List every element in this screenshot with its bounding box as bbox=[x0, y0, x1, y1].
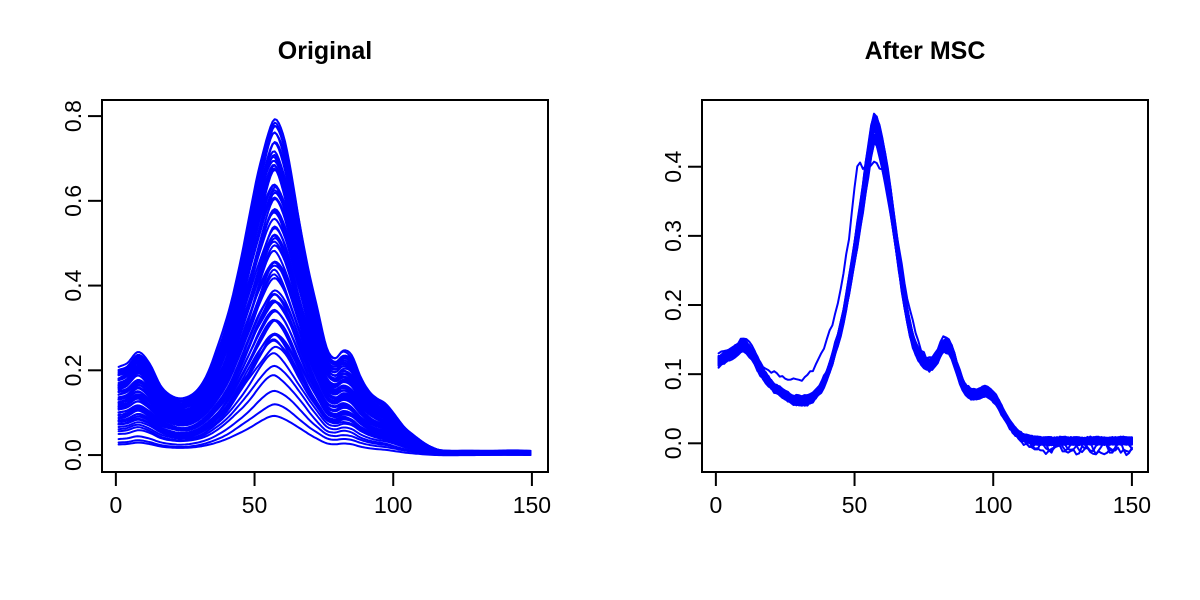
panel-after-msc: After MSC 0 50 100 150 0.0 0.1 0.2 0.3 0.4 bbox=[600, 0, 1200, 600]
y-tick-label: 0.8 bbox=[60, 100, 86, 132]
y-tick-label: 0.4 bbox=[660, 151, 686, 183]
spectra-curves bbox=[717, 112, 1133, 457]
spectrum-curve bbox=[717, 133, 1133, 446]
spectrum-curve bbox=[717, 140, 1133, 446]
x-tick-label: 0 bbox=[109, 492, 122, 518]
x-tick-label: 100 bbox=[374, 492, 412, 518]
after-msc-plot-canvas: 0 50 100 150 0.0 0.1 0.2 0.3 0.4 bbox=[660, 99, 1151, 518]
plot-frame bbox=[701, 99, 1149, 473]
y-tick-label: 0.2 bbox=[60, 354, 86, 386]
x-tick-label: 100 bbox=[974, 492, 1012, 518]
spectra-curves bbox=[117, 118, 532, 457]
y-tick-label: 0.1 bbox=[660, 358, 686, 390]
y-tick-label: 0.2 bbox=[660, 289, 686, 321]
spectrum-curve bbox=[717, 160, 1133, 456]
spectrum-curve bbox=[717, 139, 1133, 446]
spectrum-curve bbox=[717, 134, 1133, 446]
spectrum-curve bbox=[717, 142, 1133, 446]
y-tick-label: 0.4 bbox=[60, 269, 86, 301]
spectrum-curve bbox=[717, 118, 1133, 441]
spectrum-curve bbox=[717, 140, 1133, 447]
spectrum-curve bbox=[717, 135, 1133, 446]
x-tick-label: 150 bbox=[1113, 492, 1151, 518]
spectrum-curve bbox=[117, 118, 532, 453]
spectrum-curve bbox=[717, 138, 1133, 452]
spectrum-curve bbox=[717, 133, 1133, 446]
spectrum-curve bbox=[117, 364, 532, 455]
y-tick-label: 0.0 bbox=[60, 439, 86, 471]
x-tick-label: 0 bbox=[709, 492, 722, 518]
spectrum-curve bbox=[717, 128, 1133, 457]
x-tick-label: 50 bbox=[242, 492, 268, 518]
x-tick-label: 150 bbox=[513, 492, 551, 518]
original-plot-canvas: 0 50 100 150 0.0 0.2 0.4 0.6 0.8 bbox=[60, 99, 551, 518]
spectrum-curve bbox=[717, 133, 1133, 447]
plot-title-original: Original bbox=[277, 37, 373, 65]
panel-original: Original 0 50 100 150 0.0 0.2 0.4 0.6 0.8 bbox=[60, 37, 551, 518]
y-tick-label: 0.6 bbox=[60, 185, 86, 217]
x-tick-label: 50 bbox=[842, 492, 868, 518]
plot-title-after-msc: After MSC bbox=[864, 37, 986, 65]
spectrum-curve bbox=[717, 139, 1133, 447]
y-tick-label: 0.0 bbox=[660, 427, 686, 459]
spectrum-curve bbox=[717, 140, 1133, 444]
y-tick-label: 0.3 bbox=[660, 220, 686, 252]
